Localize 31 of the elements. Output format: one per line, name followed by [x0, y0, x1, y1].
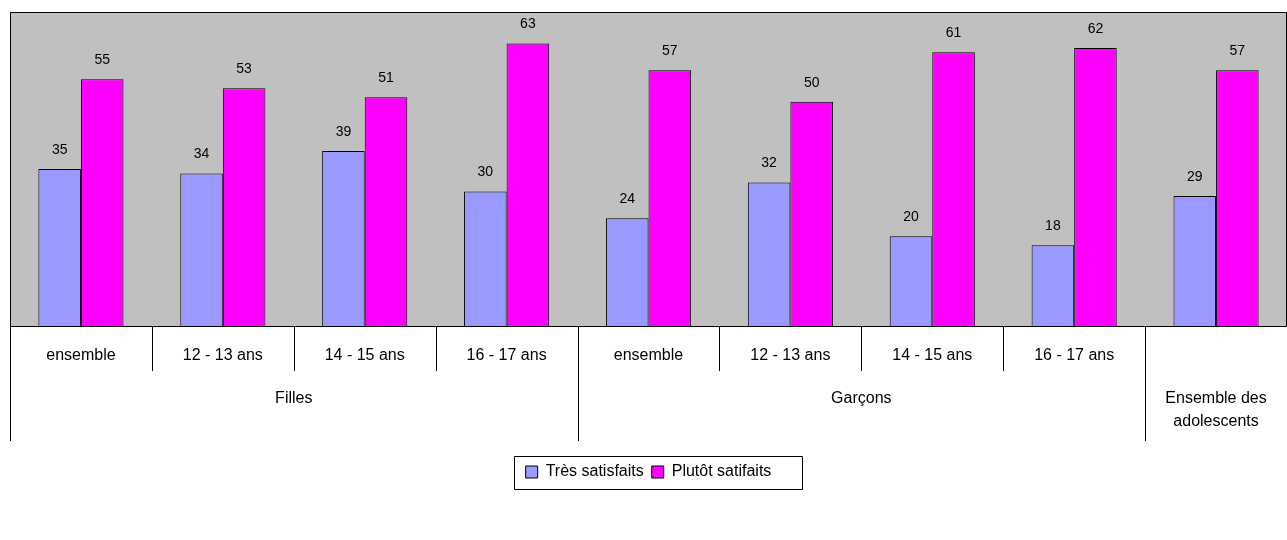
data-label: 51 [378, 69, 394, 86]
data-label: 63 [520, 15, 536, 32]
data-label: 57 [661, 42, 678, 59]
x-tick-label: 12 - 13 ans [750, 346, 831, 364]
x-tick-label: 16 - 17 ans [466, 346, 547, 364]
x-tick-label: 16 - 17 ans [1034, 346, 1115, 364]
data-label: 62 [1087, 19, 1104, 36]
x-tick-label: 14 - 15 ans [892, 346, 973, 364]
data-label: 35 [51, 140, 68, 157]
x-tick-label: ensemble [613, 346, 684, 364]
data-label: 39 [335, 122, 352, 139]
data-label: 29 [1186, 167, 1203, 184]
data-label: 57 [1229, 42, 1246, 59]
data-label: 53 [236, 60, 253, 77]
text: Ensemble des adolescents [1165, 389, 1267, 430]
legend-label: Très satisfaits [545, 462, 644, 480]
text: Garçons [831, 389, 892, 407]
text: Filles [275, 389, 313, 407]
data-label: 50 [803, 73, 820, 90]
x-tick-label: 14 - 15 ans [324, 346, 405, 364]
legend-label: Plutôt satifaits [671, 462, 772, 480]
data-label: 55 [94, 51, 111, 68]
x-tick-label: ensemble [46, 346, 116, 364]
data-label: 32 [761, 154, 778, 171]
data-label: 30 [477, 163, 494, 180]
data-label: 34 [193, 145, 210, 162]
data-label: 24 [619, 190, 636, 207]
data-label: 20 [903, 208, 919, 225]
data-label: 61 [945, 24, 962, 41]
x-tick-label: 12 - 13 ans [182, 346, 263, 364]
data-label: 18 [1045, 217, 1061, 234]
